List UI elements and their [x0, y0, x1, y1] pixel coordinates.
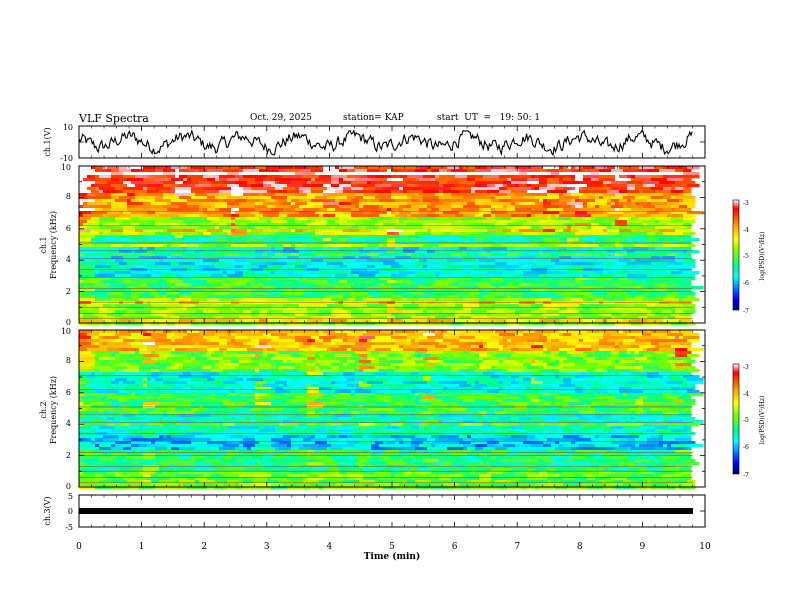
- ch2-ytick: 4: [66, 419, 71, 428]
- ch1-cbar-tick: -3: [743, 200, 749, 207]
- x-axis-label: Time (min): [364, 551, 421, 562]
- station-label: station= KAP: [343, 113, 404, 123]
- ch3-ytick: -5: [65, 523, 73, 532]
- ch1-ytick: 0: [66, 318, 71, 327]
- ch1-ylabel: ch.1(V): [43, 127, 52, 156]
- ch1-ytick: 2: [66, 287, 71, 296]
- ch3-waveform-line: [79, 508, 693, 514]
- x-tick-label: 9: [640, 542, 646, 552]
- ch1-spec-ylabel-freq: Frequency (kHz): [49, 211, 58, 279]
- ch1-spec-ylabel-channel: ch.1: [39, 236, 48, 253]
- ch1-colorbar: [732, 199, 740, 311]
- x-tick-label: 8: [577, 542, 583, 552]
- ch2-cbar-tick: -7: [743, 472, 749, 479]
- x-tick-labels: 0 1 2 3 4 5 6 7 8 9 10: [76, 542, 711, 552]
- ch1-cbar-label: log(PSD)(V²/Hz): [759, 232, 766, 281]
- ch1-ytick-top: 10: [63, 123, 73, 132]
- ch1-spectrogram-image: [79, 166, 704, 326]
- ch2-cbar-tick: -4: [743, 391, 749, 398]
- x-tick-label: 5: [389, 542, 395, 552]
- x-tick-label: 7: [514, 542, 520, 552]
- x-tick-label: 10: [699, 542, 711, 552]
- date-label: Oct. 29, 2025: [250, 113, 312, 123]
- axis-ticks: [78, 125, 706, 528]
- ch2-colorbar: [732, 363, 740, 475]
- ch1-ytick: 8: [66, 192, 71, 201]
- ch1-ytick: 10: [61, 163, 71, 172]
- ch2-cbar-tick: -6: [743, 444, 749, 451]
- ch2-spec-ylabel-channel: ch.2: [39, 401, 48, 418]
- figure-title: VLF Spectra: [79, 112, 149, 125]
- ch1-panel: 10 -10 ch.1(V): [43, 123, 706, 163]
- ch3-ytick: 5: [68, 492, 73, 501]
- x-tick-label: 3: [264, 542, 270, 552]
- ch1-spectrogram-panel: 0 2 4 6 8 10 ch.1 Frequency (kHz) -3 -4 …: [39, 163, 766, 327]
- ch1-cbar-tick: -6: [743, 280, 749, 287]
- ch3-panel: 5 0 -5 ch.3(V) 0 1 2 3 4 5 6 7 8 9 10 Ti…: [43, 492, 711, 562]
- x-tick-label: 6: [452, 542, 458, 552]
- ch1-ytick-bottom: -10: [60, 154, 73, 163]
- ch1-cbar-tick: -4: [743, 227, 749, 234]
- ch2-ytick: 2: [66, 451, 71, 460]
- ch2-spectrogram-image: [79, 330, 704, 490]
- ch2-ytick: 6: [66, 388, 71, 397]
- ch1-waveform-line: [78, 129, 693, 157]
- ch2-cbar-tick: -3: [743, 364, 749, 371]
- ch3-ylabel: ch.3(V): [43, 496, 52, 525]
- ch1-cbar-tick: -5: [743, 253, 749, 260]
- ch2-spectrogram-panel: 0 2 4 6 8 10 ch.2 Frequency (kHz) -3 -4 …: [39, 327, 766, 491]
- x-tick-label: 2: [201, 542, 207, 552]
- ch2-ytick: 8: [66, 356, 71, 365]
- x-tick-label: 1: [139, 542, 145, 552]
- ch3-ytick: 0: [68, 507, 73, 516]
- ch2-ytick: 10: [61, 327, 71, 336]
- ch1-yticks: 0 2 4 6 8 10: [61, 163, 71, 327]
- ch1-cbar-tick: -7: [743, 308, 749, 315]
- ch2-cbar-tick: -5: [743, 417, 749, 424]
- ch2-yticks: 0 2 4 6 8 10: [61, 327, 71, 491]
- ch2-cbar-label: log(PSD)(V²/Hz): [759, 396, 766, 445]
- x-tick-label: 4: [327, 542, 333, 552]
- start-time-label: start UT = 19: 50: 1: [437, 113, 541, 123]
- x-tick-label: 0: [76, 542, 82, 552]
- ch1-ytick: 6: [66, 224, 71, 233]
- ch1-ytick: 4: [66, 255, 71, 264]
- ch2-ytick: 0: [66, 482, 71, 491]
- ch2-spec-ylabel-freq: Frequency (kHz): [49, 376, 58, 444]
